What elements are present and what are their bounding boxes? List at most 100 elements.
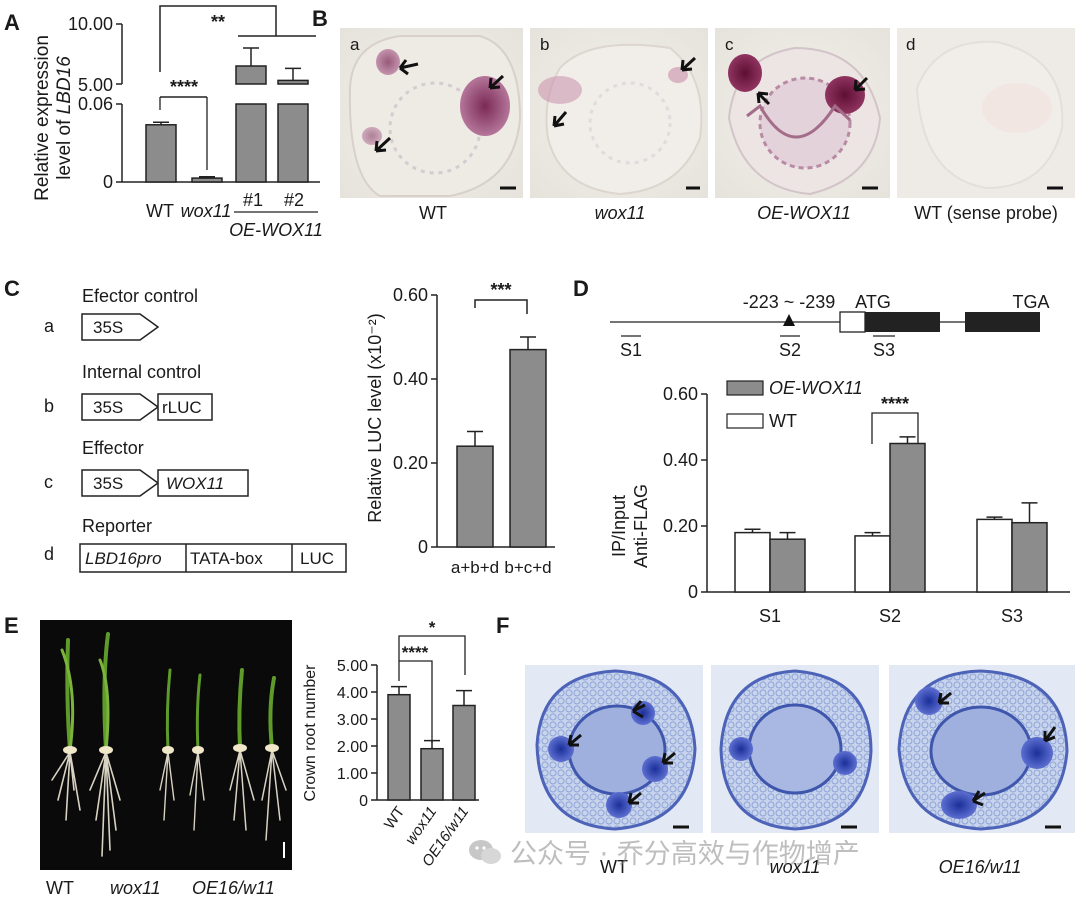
panel-d-xlabel: S1 bbox=[759, 606, 781, 626]
panel-e-sig-bracket-2 bbox=[399, 660, 433, 743]
construct-d-promoter: LBD16pro bbox=[85, 549, 162, 568]
y-tick-label: 0 bbox=[359, 793, 368, 810]
micrograph-b-b-label: b bbox=[540, 35, 549, 54]
panel-d-bar-WT-S1 bbox=[734, 531, 771, 593]
panel-c-letter: C bbox=[4, 276, 20, 301]
panel-b-caption-wox11: wox11 bbox=[595, 203, 646, 223]
panel-e-ylabel: Crown root number bbox=[302, 664, 319, 802]
panel-d-bar-WT-S1-error bbox=[744, 528, 761, 533]
micrograph-b-a-label: a bbox=[350, 35, 360, 54]
panel-d-bar-OE-WOX11-S2 bbox=[889, 442, 926, 593]
construct-b-promoter-arrow bbox=[81, 393, 160, 421]
y-tick-label: 5.00 bbox=[337, 658, 368, 675]
panel-a-bar-0-error bbox=[153, 121, 169, 125]
panel-d-bar-WT-S2 bbox=[854, 535, 891, 593]
panel-d-bar-OE-WOX11-S3-error bbox=[1021, 502, 1038, 523]
y-tick-label: 0.60 bbox=[663, 384, 698, 404]
panel-a-xlabel-wt: WT bbox=[146, 201, 174, 221]
construct-c-gene-box bbox=[157, 469, 249, 497]
panel-a-sig-wt-oe: ** bbox=[211, 12, 225, 32]
panel-a-sig-bracket-1-legs bbox=[159, 97, 208, 170]
construct-d-title: Reporter bbox=[82, 516, 152, 536]
construct-b-gene: rLUC bbox=[162, 398, 202, 417]
panel-b-caption-wt: WT bbox=[419, 203, 447, 223]
panel-c-sig-bracket bbox=[474, 299, 528, 314]
panel-f-caption-oe16: OE16/w11 bbox=[939, 857, 1022, 877]
construct-a-title: Efector control bbox=[82, 286, 198, 306]
y-tick-label: 2.00 bbox=[337, 739, 368, 756]
construct-c-promoter-arrow bbox=[81, 469, 160, 497]
panel-a-tick: 0.06 bbox=[78, 94, 113, 114]
panel-c-constructs: C Efector control a 35S Internal control… bbox=[4, 276, 347, 573]
panel-c-xlabel: b+c+d bbox=[504, 558, 551, 577]
site-s2: S2 bbox=[779, 340, 801, 360]
site-s1: S1 bbox=[620, 340, 642, 360]
construct-d-tata: TATA-box bbox=[190, 549, 263, 568]
gene-tga: TGA bbox=[1012, 292, 1049, 312]
panel-d-sig: **** bbox=[881, 394, 909, 414]
construct-c-title: Effector bbox=[82, 438, 144, 458]
photo-label-wox11: wox11 bbox=[110, 878, 161, 898]
panel-c-bar-0 bbox=[456, 445, 494, 548]
panel-c-chart: Relative LUC level (x10⁻²) 0.60 0.40 0.20 0… bbox=[365, 280, 555, 577]
legend-label-oe: OE-WOX11 bbox=[769, 378, 863, 398]
gene-atg: ATG bbox=[855, 292, 891, 312]
watermark: 公众号 · 乔分高效与作物增产 bbox=[468, 832, 860, 871]
y-tick-label: 0.40 bbox=[663, 450, 698, 470]
panel-b-caption-sense: WT (sense probe) bbox=[914, 203, 1058, 223]
micrograph-f-wox11 bbox=[711, 665, 879, 833]
panel-e-sig-wt-wox11: **** bbox=[402, 643, 429, 662]
panel-a-sig-wt-wox11: **** bbox=[170, 77, 198, 97]
panel-a-bar-3 bbox=[277, 79, 309, 85]
panel-e-bar-0-error bbox=[391, 685, 407, 695]
construct-d-box bbox=[79, 543, 347, 573]
panel-e-bar-2 bbox=[452, 704, 476, 801]
construct-b-gene-box bbox=[157, 393, 213, 421]
panel-d-bar-WT-S2-error bbox=[864, 531, 881, 536]
panel-a-bar-3-lower bbox=[277, 103, 309, 183]
panel-d-bar-OE-WOX11-S1 bbox=[769, 538, 806, 593]
legend-swatch-oe bbox=[726, 380, 764, 396]
panel-e-letter: E bbox=[4, 613, 19, 638]
micrograph-b-c bbox=[715, 28, 890, 198]
panel-a: A Relative expression level of LBD16 10.… bbox=[4, 5, 323, 240]
panel-a-bar-0 bbox=[145, 124, 177, 183]
construct-d-luc: LUC bbox=[300, 549, 334, 568]
photo-label-oe16: OE16/w11 bbox=[192, 878, 275, 898]
panel-d-bar-OE-WOX11-S3 bbox=[1011, 521, 1048, 593]
panel-f-letter: F bbox=[496, 613, 510, 638]
site-s3: S3 bbox=[873, 340, 895, 360]
panel-a-bar-1 bbox=[191, 177, 223, 183]
panel-d-bar-WT-S3-error bbox=[986, 516, 1003, 520]
panel-d-ylabel-line2: Anti-FLAG bbox=[631, 484, 651, 568]
panel-b-letter: B bbox=[312, 6, 328, 31]
construct-d-row: d bbox=[44, 544, 54, 564]
panel-c-bar-1-error bbox=[520, 336, 536, 350]
micrograph-f-wt bbox=[525, 665, 703, 833]
panel-f-micrographs: WT wox11 OE16/w11 bbox=[525, 665, 1075, 877]
panel-d-xlabel: S3 bbox=[1001, 606, 1023, 626]
construct-c-row: c bbox=[44, 472, 53, 492]
panel-a-bar-1-error bbox=[199, 176, 215, 179]
panel-a-xlabel-wox11: wox11 bbox=[181, 201, 232, 221]
panel-e-sig-wt-oe: * bbox=[429, 618, 436, 637]
micrograph-b-b bbox=[530, 28, 708, 198]
panel-a-ylabel-line1: Relative expression bbox=[32, 35, 53, 201]
y-tick-label: 0.40 bbox=[393, 369, 428, 389]
panel-c-bar-0-error bbox=[467, 430, 483, 447]
y-tick-label: 0.20 bbox=[663, 516, 698, 536]
legend-swatch-wt bbox=[726, 413, 764, 429]
gene-binding-position: -223 ~ -239 bbox=[743, 292, 836, 312]
construct-b-row: b bbox=[44, 396, 54, 416]
panel-d-bar-OE-WOX11-S2-error bbox=[899, 436, 916, 444]
panel-f-caption-wox11: wox11 bbox=[770, 857, 821, 877]
panel-e-bar-2-error bbox=[456, 689, 472, 706]
panel-e-xlabel-wt: WT bbox=[381, 804, 408, 833]
panel-a-xlabel-oe1: #1 bbox=[243, 190, 263, 210]
panel-d-ylabel-line1: IP/Input bbox=[609, 495, 629, 557]
panel-a-sig-bracket-2 bbox=[159, 5, 316, 72]
panel-b-micrographs: a b c d WT wox11 OE-WOX11 WT (sense prob… bbox=[340, 28, 1075, 223]
panel-a-bar-2 bbox=[235, 65, 267, 85]
micrograph-f-oe16 bbox=[889, 665, 1075, 833]
y-tick-label: 0.20 bbox=[393, 453, 428, 473]
